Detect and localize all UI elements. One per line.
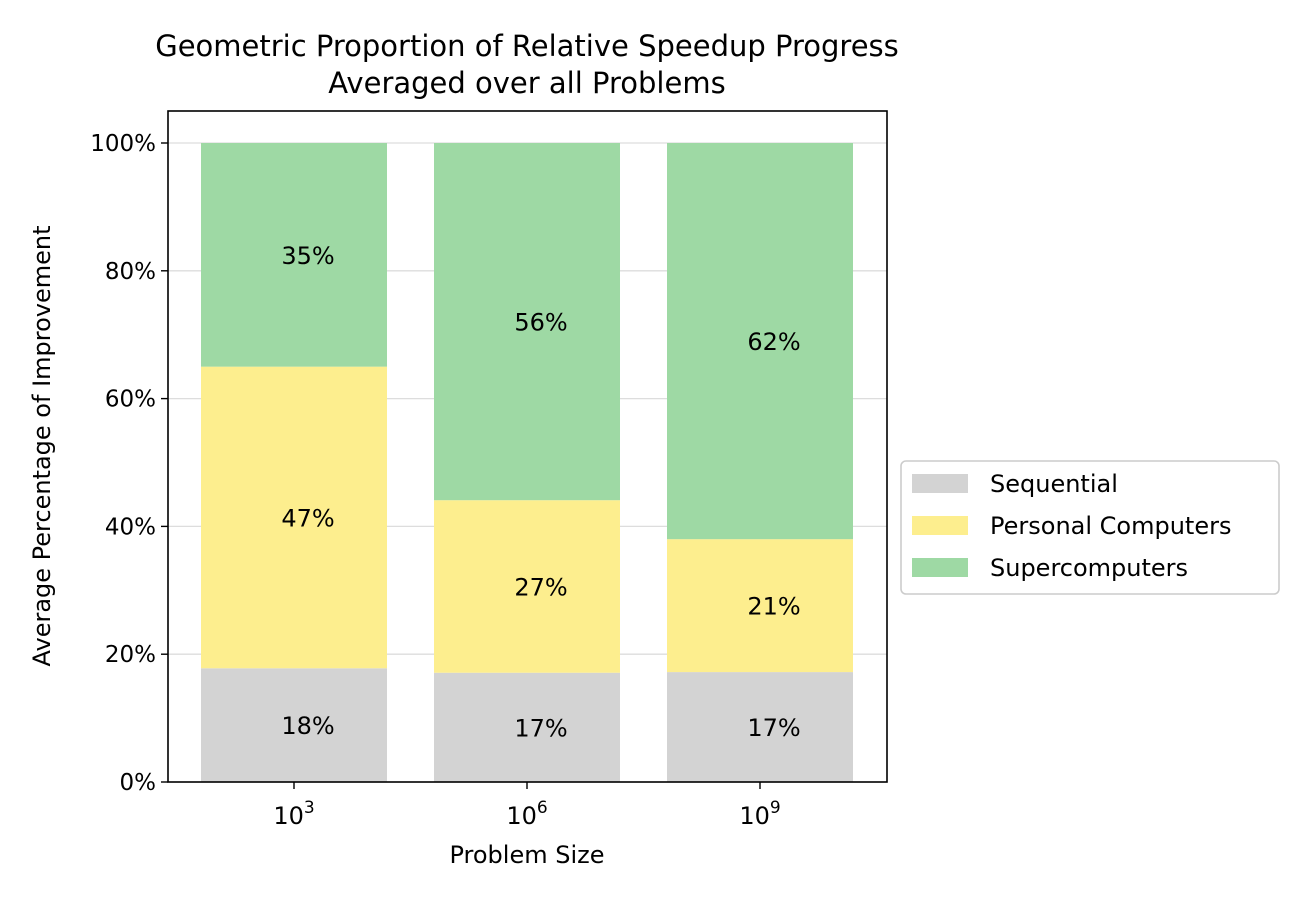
legend-items: Sequential Personal Computers Supercompute… [912,470,1231,582]
y-tick-label: 20% [105,642,156,668]
bar-segment-personal-computers [667,539,853,673]
legend: Sequential Personal Computers Supercompute… [900,460,1280,595]
y-tick-label: 0% [120,770,157,796]
bar-value-label: 56% [514,309,567,337]
bar-value-labels: 18% 47% 35% 17% 27% 56% 17% 21% 62% [281,242,800,743]
legend-frame [900,460,1280,595]
bar-value-label: 21% [747,593,800,621]
x-tick-base: 10 [273,802,304,830]
bar-value-label: 62% [747,328,800,356]
bar-value-label: 27% [514,573,567,601]
bar-segment-sequential [667,672,853,782]
y-tick-label: 80% [105,259,156,285]
chart-title: Geometric Proportion of Relative Speedup… [155,29,899,63]
x-axis-ticks: 103 106 109 [273,782,781,830]
bar-segment-personal-computers [434,500,620,673]
legend-swatch [912,474,968,493]
y-axis-label: Average Percentage of Improvement [28,225,56,666]
bar-segment-personal-computers [201,366,387,669]
bar-segment-sequential [434,672,620,782]
legend-swatch [912,558,968,577]
legend-swatch [912,516,968,535]
legend-label: Personal Computers [990,512,1231,540]
legend-label: Supercomputers [990,554,1188,582]
bar-segment-supercomputers [434,143,620,501]
bar-value-label: 17% [514,714,567,742]
x-tick-label: 106 [506,798,547,830]
y-axis-ticks: 0% 20% 40% 60% 80% 100% [90,131,168,796]
bars [201,143,853,782]
x-tick-exponent: 3 [304,798,315,818]
bar-value-label: 18% [281,712,334,740]
y-tick-label: 100% [90,131,156,157]
bar-value-label: 17% [747,714,800,742]
x-tick-exponent: 6 [537,798,548,818]
bar-segment-supercomputers [667,143,853,540]
legend-label: Sequential [990,470,1118,498]
bar-value-label: 35% [281,242,334,270]
bar-value-label: 47% [281,504,334,532]
x-axis-label: Problem Size [449,841,604,869]
y-tick-label: 60% [105,387,156,413]
x-tick-base: 10 [739,802,770,830]
x-tick-base: 10 [506,802,537,830]
bar-segment-supercomputers [201,143,387,367]
x-tick-exponent: 9 [770,798,781,818]
y-tick-label: 40% [105,514,156,540]
x-tick-label: 109 [739,798,780,830]
chart-subtitle: Averaged over all Problems [328,66,725,100]
x-tick-label: 103 [273,798,314,830]
bar-segment-sequential [201,668,387,782]
